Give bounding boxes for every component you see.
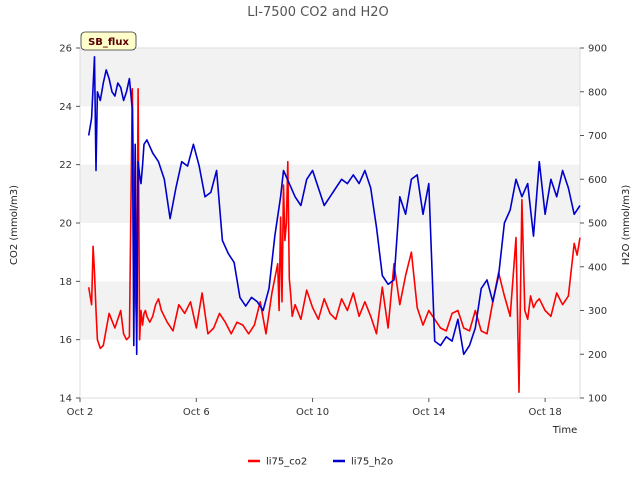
chart-title: LI-7500 CO2 and H2O [247,5,389,20]
sb-flux-badge: SB_flux [80,31,137,51]
y2-tick-label: 200 [588,350,607,361]
legend-label: li75_h2o [351,457,393,468]
plot-band [80,164,580,223]
legend: li75_co2 li75_h2o [248,457,393,468]
plot-band [80,281,580,340]
axis-ticks: 14 16 18 20 22 24 26 100 200 300 400 500 600 700 800 90… [59,44,607,419]
x-tick-label: Oct 18 [529,407,562,418]
series-lines [87,55,581,394]
y2-tick-label: 300 [588,306,607,317]
x-axis-title: Time [552,425,577,436]
y-tick-label: 14 [59,394,72,405]
y2-axis-title: H2O (mmol/m3) [621,185,632,266]
y-axis-title: CO2 (mmol/m3) [9,185,20,265]
y2-tick-label: 700 [588,131,607,142]
y-tick-label: 16 [59,335,72,346]
x-tick-label: Oct 2 [67,407,94,418]
series-line-li75-h2o [87,55,581,356]
y-tick-label: 26 [59,44,72,55]
x-tick-label: Oct 6 [183,407,210,418]
plot-band [80,48,580,107]
y-tick-label: 18 [59,277,72,288]
y2-tick-label: 600 [588,175,607,186]
y2-tick-label: 900 [588,44,607,55]
y2-tick-label: 100 [588,394,607,405]
x-tick-label: Oct 14 [412,407,445,418]
x-tick-label: Oct 10 [296,407,329,418]
badge-label: SB_flux [88,37,129,48]
y2-tick-label: 500 [588,219,607,230]
y2-tick-label: 800 [588,87,607,98]
legend-label: li75_co2 [266,457,307,468]
series-line-li75-co2 [87,88,581,394]
y-tick-label: 20 [59,219,72,230]
y-tick-label: 22 [59,160,72,171]
y2-tick-label: 400 [588,262,607,273]
y-tick-label: 24 [59,102,72,113]
